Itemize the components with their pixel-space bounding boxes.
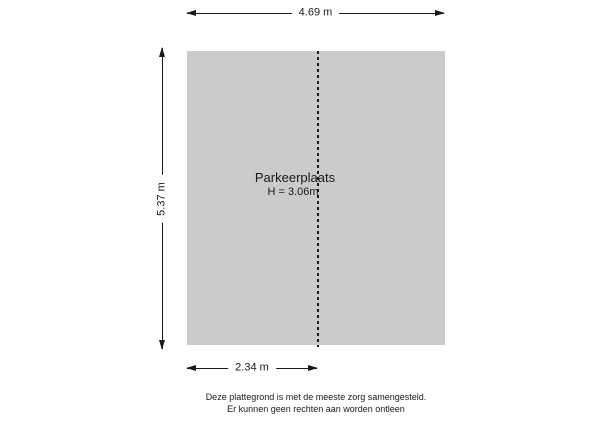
room-height-label: H = 3.06m bbox=[267, 186, 319, 198]
room-label: Parkeerplaats bbox=[254, 170, 336, 185]
dimension-bottom-label: 2.34 m bbox=[228, 361, 276, 375]
arrow-left-icon bbox=[186, 10, 196, 16]
room-divider-dashed-line bbox=[317, 51, 319, 347]
dimension-left: 5.37 m bbox=[155, 47, 169, 350]
dimension-top: 4.69 m bbox=[186, 6, 445, 20]
arrow-up-icon bbox=[159, 47, 165, 57]
arrow-right-icon bbox=[308, 365, 318, 371]
dimension-bottom: 2.34 m bbox=[186, 361, 318, 375]
room-rect-parkeerplaats bbox=[187, 51, 445, 345]
arrow-right-icon bbox=[435, 10, 445, 16]
dimension-left-label: 5.37 m bbox=[155, 174, 169, 223]
footer-disclaimer-line1: Deze plattegrond is met de meeste zorg s… bbox=[205, 392, 427, 402]
arrow-down-icon bbox=[159, 340, 165, 350]
footer-disclaimer-line2: Er kunnen geen rechten aan worden ontlee… bbox=[227, 404, 405, 414]
footer-disclaimer: Deze plattegrond is met de meeste zorg s… bbox=[206, 391, 427, 415]
arrow-left-icon bbox=[186, 365, 196, 371]
dimension-top-label: 4.69 m bbox=[291, 6, 340, 20]
